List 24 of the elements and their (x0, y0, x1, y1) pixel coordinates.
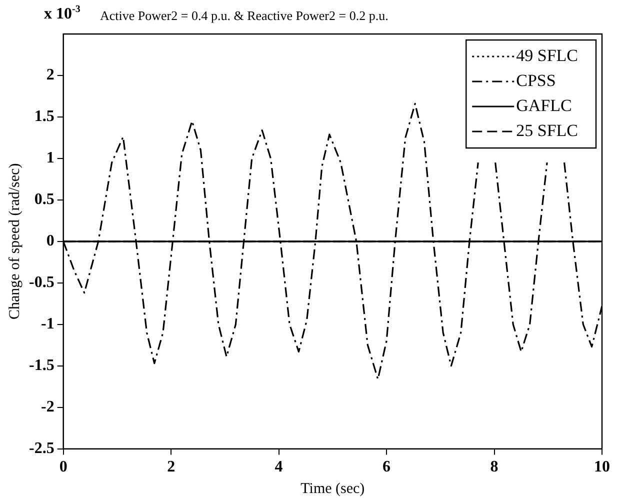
y-tick-label: -2 (41, 398, 54, 416)
y-tick-label: -1 (41, 316, 54, 332)
x-axis-title: Time (sec) (300, 480, 365, 497)
text: x 10$^{-3}$ (44, 4, 80, 24)
x-tick-label: 0 (59, 458, 68, 476)
x-tick-label: 4 (274, 458, 283, 476)
y-tick-label: 0 (46, 232, 54, 250)
x-tick-label: 10 (594, 458, 610, 476)
y-tick-label: 2 (46, 66, 54, 84)
legend-label: 49 SFLC (516, 46, 578, 65)
legend-label: 25 SFLC (516, 120, 578, 140)
legend-label: CPSS (516, 70, 556, 90)
x-tick-label: 2 (167, 458, 176, 476)
x-tick-label: 6 (382, 458, 391, 476)
y-tick-label: -1.5 (29, 356, 54, 374)
y-tick-label: 1.5 (34, 108, 54, 126)
y-tick-label: 1 (46, 150, 54, 167)
y-tick-label: -2.5 (29, 440, 54, 457)
legend-label: GAFLC (516, 96, 572, 115)
x-tick-label: 8 (490, 458, 498, 476)
y-axis-title: Change of speed (rad/sec) (6, 163, 23, 320)
y-tick-label: 0.5 (34, 191, 54, 208)
y-tick-label: -0.5 (29, 274, 54, 292)
chart-title: Active Power2 = 0.4 p.u. & Reactive Power2 = 0.2 p.u. (100, 8, 388, 24)
